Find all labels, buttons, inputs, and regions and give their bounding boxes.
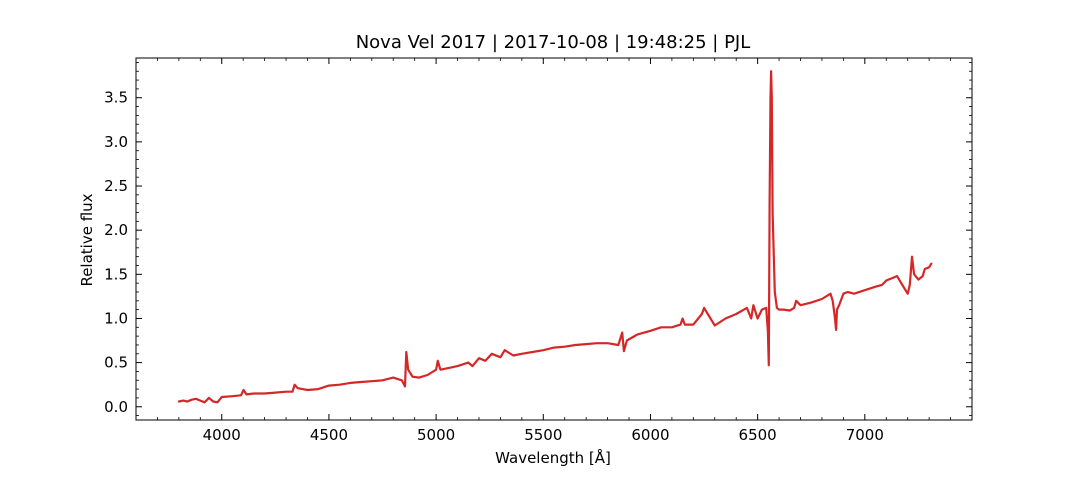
y-tick-label: 1.0 [104,309,128,327]
x-tick-label: 7000 [846,426,884,444]
x-tick-label: 5500 [524,426,562,444]
x-tick-label: 6000 [631,426,669,444]
y-tick-label: 3.0 [104,133,128,151]
spectrum-line [177,70,933,404]
y-tick-label: 2.0 [104,221,128,239]
x-tick-label: 4500 [310,426,348,444]
y-axis-label: Relative flux [78,193,96,286]
x-tick-label: 5000 [417,426,455,444]
y-tick-label: 0.0 [104,398,128,416]
x-tick-label: 4000 [203,426,241,444]
y-tick-label: 2.5 [104,177,128,195]
x-tick-label: 6500 [739,426,777,444]
y-tick-label: 0.5 [104,354,128,372]
chart-layer: 4000 4500 5000 5500 6000 6500 7000 0.0 0.5 1.0 1.5… [104,57,973,444]
y-tick-label: 1.5 [104,265,128,283]
x-axis-label: Wavelength [Å] [495,448,611,467]
y-tick-label: 3.5 [104,89,128,107]
chart-title: Nova Vel 2017 | 2017-10-08 | 19:48:25 | … [356,32,751,53]
plot-frame [135,57,973,421]
